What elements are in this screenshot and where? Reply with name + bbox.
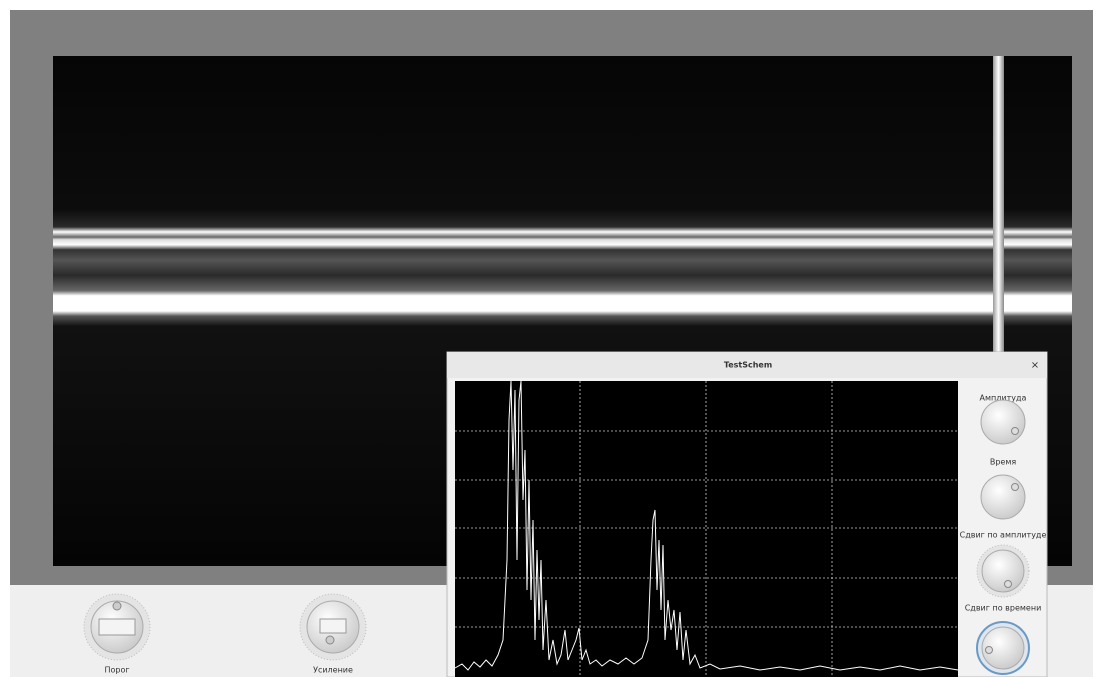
cursor-bar[interactable] [993, 56, 1004, 356]
knob-label: Порог [104, 666, 129, 675]
knob-label: Сдвиг по времени [965, 604, 1042, 613]
scope-screen [455, 381, 958, 677]
knob-threshold[interactable] [84, 594, 150, 660]
app-screen: Порог Усиление TestSchem × Амплитуда Вре… [0, 0, 1105, 677]
dialog-window: TestSchem × [447, 352, 1047, 677]
close-button[interactable]: × [1031, 360, 1039, 371]
knob-amplitude-shift[interactable] [977, 545, 1029, 597]
knob-label: Усиление [313, 666, 353, 675]
knob-label: Время [990, 458, 1017, 467]
knob-time-shift[interactable] [977, 622, 1029, 674]
knob-time[interactable] [981, 475, 1025, 519]
knob-gain[interactable] [300, 594, 366, 660]
knob-amplitude[interactable] [981, 400, 1025, 444]
window-title: TestSchem [724, 361, 772, 370]
knob-label: Сдвиг по амплитуде [960, 531, 1047, 540]
